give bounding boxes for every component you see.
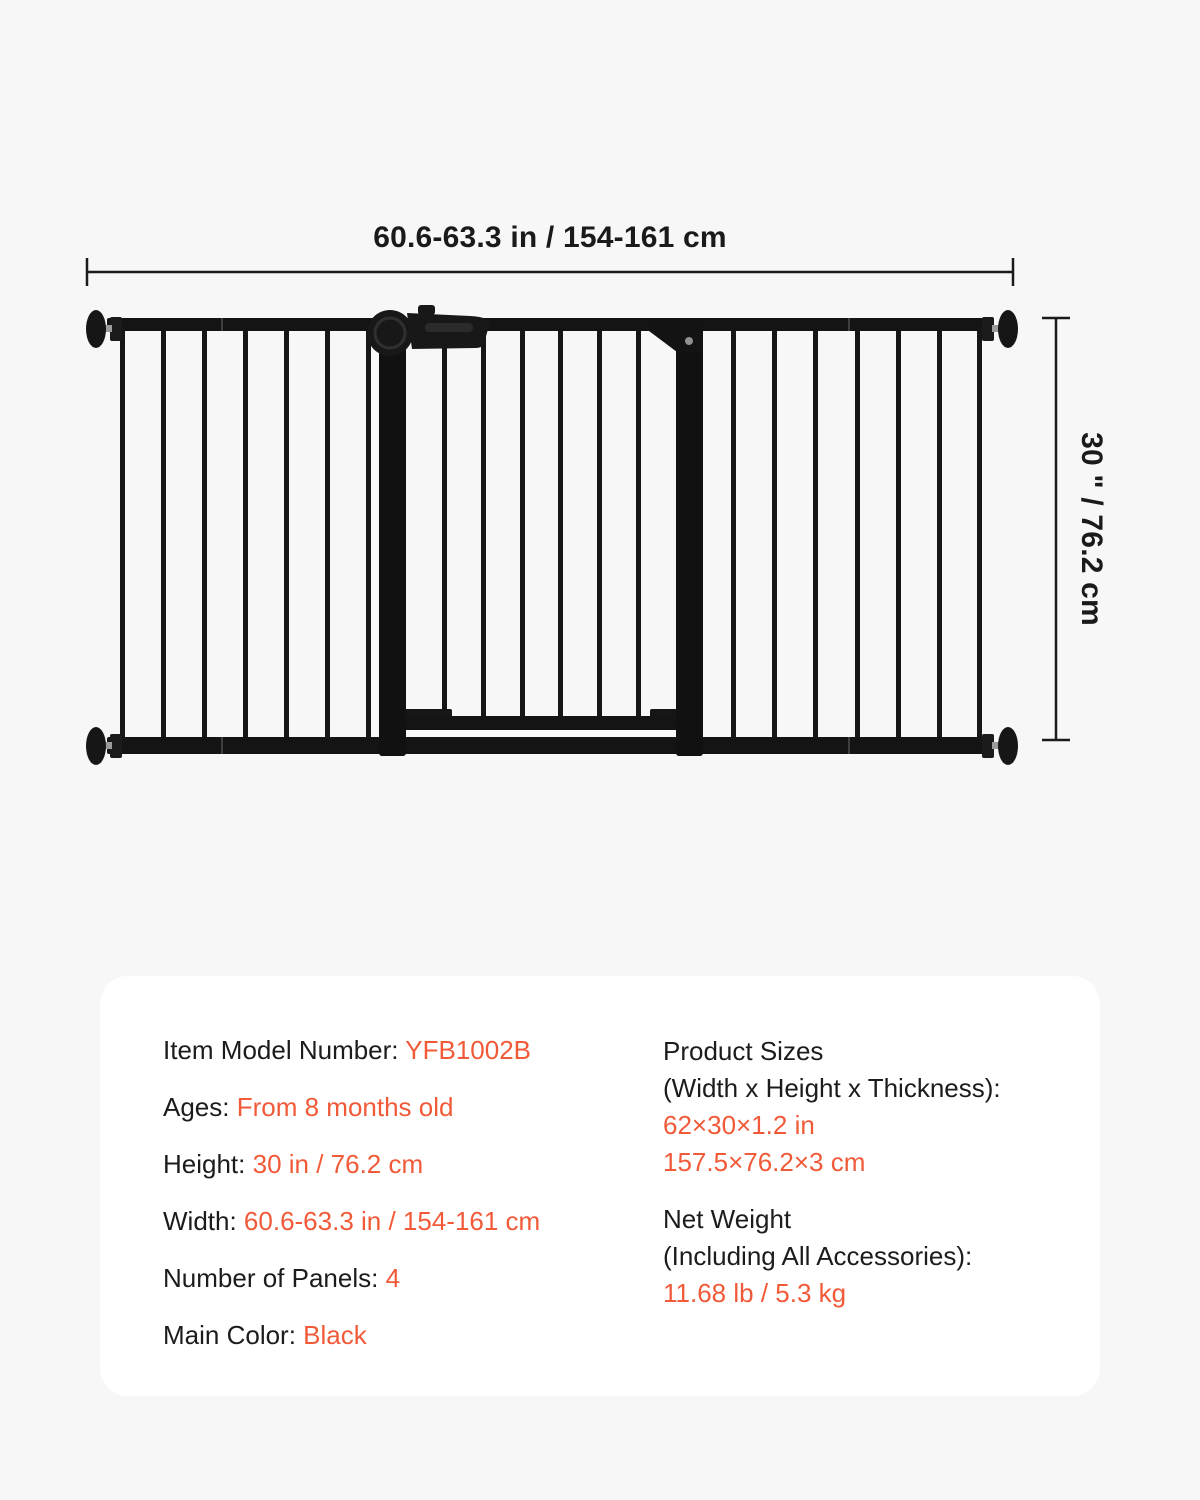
gate-door [398, 331, 679, 730]
spec-list-right: Product Sizes (Width x Height x Thicknes… [663, 1033, 1083, 1312]
spec-row-model: Item Model Number: YFB1002B [163, 1033, 643, 1067]
spec-block-product-sizes: Product Sizes (Width x Height x Thicknes… [663, 1033, 1083, 1181]
spindle-bottom-right [982, 727, 1018, 765]
spec-label-height: Height: [163, 1149, 253, 1179]
spindle-top-left [86, 310, 122, 348]
product-sizes-subtitle: (Width x Height x Thickness): [663, 1073, 1001, 1103]
right-panel-bars [731, 331, 982, 737]
door-hinge [649, 318, 703, 353]
door-bars [442, 331, 641, 719]
spec-block-net-weight: Net Weight (Including All Accessories): … [663, 1201, 1083, 1312]
net-weight-title: Net Weight [663, 1204, 792, 1234]
spec-label-color: Main Color: [163, 1320, 304, 1350]
door-bottom-latch-bar [404, 709, 452, 718]
net-weight-subtitle: (Including All Accessories): [663, 1241, 973, 1271]
door-latch [367, 305, 490, 356]
left-panel-bars [120, 331, 371, 737]
height-dimension-line [1042, 316, 1070, 742]
spec-label-model: Item Model Number: [163, 1035, 406, 1065]
product-sizes-cm: 157.5×76.2×3 cm [663, 1147, 866, 1177]
spec-row-panels: Number of Panels: 4 [163, 1261, 643, 1295]
net-weight-value: 11.68 lb / 5.3 kg [663, 1278, 847, 1308]
gate-bottom-rail [107, 737, 985, 754]
spec-list-left: Item Model Number: YFB1002B Ages: From 8… [163, 1033, 643, 1375]
mounting-spindles [86, 310, 1018, 765]
product-sizes-title: Product Sizes [663, 1036, 824, 1066]
gate-top-rail [107, 318, 985, 331]
spec-label-panels: Number of Panels: [163, 1263, 386, 1293]
door-frame-right-post [676, 318, 703, 756]
spec-row-height: Height: 30 in / 76.2 cm [163, 1147, 643, 1181]
spec-label-ages: Ages: [163, 1092, 237, 1122]
spec-value-width: 60.6-63.3 in / 154-161 cm [243, 1206, 541, 1236]
spec-card: Item Model Number: YFB1002B Ages: From 8… [100, 976, 1100, 1396]
spec-label-width: Width: [163, 1206, 244, 1236]
spec-value-panels: 4 [385, 1263, 401, 1293]
width-dimension-line [85, 258, 1015, 286]
panel-seams [221, 318, 850, 754]
spec-value-color: Black [303, 1320, 367, 1350]
spec-row-ages: Ages: From 8 months old [163, 1090, 643, 1124]
spindle-top-right [982, 310, 1018, 348]
door-bottom-stop [650, 709, 679, 718]
spec-value-model: YFB1002B [405, 1035, 532, 1065]
spec-value-ages: From 8 months old [236, 1092, 454, 1122]
safety-gate-diagram [85, 258, 1070, 765]
spec-row-width: Width: 60.6-63.3 in / 154-161 cm [163, 1204, 643, 1238]
spindle-bottom-left [86, 727, 122, 765]
door-bottom-rail [398, 716, 679, 730]
door-frame-left-post [379, 320, 406, 756]
spec-value-height: 30 in / 76.2 cm [252, 1149, 424, 1179]
spec-row-color: Main Color: Black [163, 1318, 643, 1352]
gate-illustration [86, 305, 1018, 765]
product-sizes-inches: 62×30×1.2 in [663, 1110, 815, 1140]
width-dimension-label: 60.6-63.3 in / 154-161 cm [373, 221, 727, 254]
